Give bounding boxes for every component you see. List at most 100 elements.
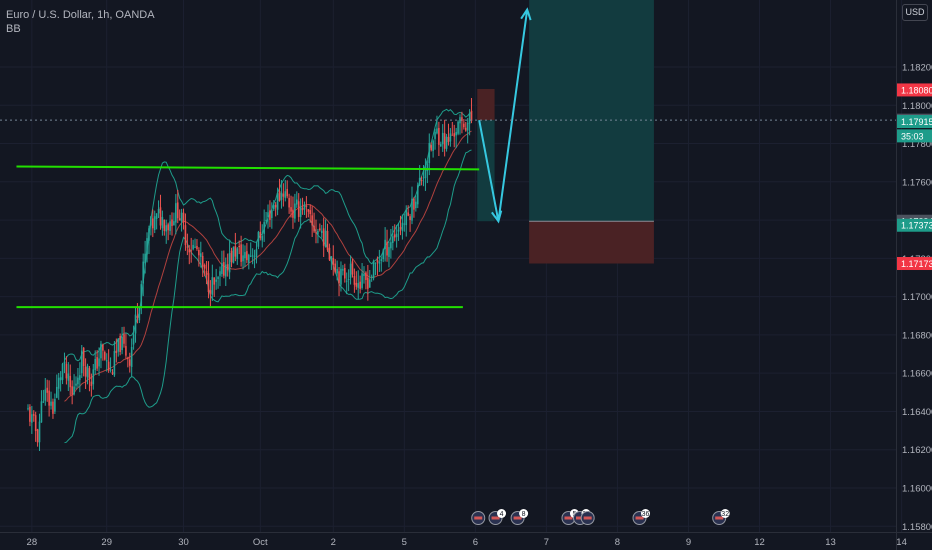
candle-body[interactable] [280, 192, 283, 200]
candle-body[interactable] [186, 246, 189, 248]
candle-body[interactable] [54, 399, 56, 412]
candle-body[interactable] [307, 209, 310, 212]
candle-body[interactable] [44, 389, 47, 401]
candle-body[interactable] [370, 276, 373, 278]
candle-body[interactable] [345, 280, 348, 282]
candle-body[interactable] [192, 244, 194, 250]
candle-body[interactable] [198, 249, 200, 256]
candle-body[interactable] [292, 209, 294, 218]
candle-body[interactable] [440, 144, 442, 147]
candle-body[interactable] [403, 223, 406, 225]
candle-body[interactable] [449, 133, 452, 142]
candle-body[interactable] [251, 255, 254, 257]
candle-body[interactable] [430, 145, 432, 151]
candle-body[interactable] [290, 207, 292, 212]
candle-body[interactable] [261, 235, 264, 241]
candle-body[interactable] [203, 264, 206, 269]
candle-body[interactable] [190, 250, 192, 252]
candle-body[interactable] [246, 251, 248, 261]
candle-body[interactable] [82, 347, 85, 367]
candle-body[interactable] [438, 127, 440, 145]
candle-body[interactable] [148, 228, 150, 241]
candle-body[interactable] [184, 225, 187, 246]
candle-body[interactable] [107, 361, 110, 371]
candle-body[interactable] [73, 386, 75, 395]
candle-body[interactable] [201, 255, 204, 267]
candle-body[interactable] [69, 375, 72, 388]
candle-body[interactable] [238, 245, 240, 248]
candle-body[interactable] [365, 272, 367, 280]
candle-body[interactable] [223, 262, 225, 276]
candle-body[interactable] [142, 261, 144, 284]
candle-body[interactable] [269, 210, 271, 220]
candle-body[interactable] [349, 263, 352, 278]
candle-body[interactable] [215, 279, 217, 282]
candle-body[interactable] [104, 352, 106, 360]
candle-body[interactable] [92, 369, 95, 385]
candle-body[interactable] [276, 193, 279, 210]
currency-button[interactable]: USD [902, 4, 928, 21]
indicator-label[interactable]: BB [6, 23, 21, 35]
candle-body[interactable] [405, 209, 408, 226]
candle-body[interactable] [303, 204, 306, 210]
symbol-title[interactable]: Euro / U.S. Dollar, 1h, OANDA [6, 9, 155, 21]
candle-body[interactable] [226, 264, 229, 271]
candle-body[interactable] [100, 343, 102, 359]
candle-body[interactable] [75, 383, 77, 386]
candle-body[interactable] [157, 208, 160, 214]
target-zone[interactable] [529, 0, 654, 222]
candle-body[interactable] [176, 202, 179, 219]
candle-body[interactable] [274, 204, 277, 208]
candle-body[interactable] [150, 216, 152, 226]
candle-body[interactable] [77, 377, 79, 385]
candle-body[interactable] [61, 363, 64, 380]
candle-body[interactable] [234, 246, 237, 257]
candle-body[interactable] [232, 247, 235, 264]
candle-body[interactable] [378, 261, 381, 264]
candle-body[interactable] [432, 140, 434, 151]
candle-body[interactable] [244, 252, 246, 259]
candle-body[interactable] [447, 136, 450, 143]
candle-body[interactable] [461, 117, 463, 121]
candle-body[interactable] [426, 163, 429, 172]
candle-body[interactable] [355, 282, 358, 287]
candle-body[interactable] [297, 201, 300, 217]
candle-body[interactable] [42, 401, 45, 403]
candle-body[interactable] [59, 377, 62, 381]
candle-body[interactable] [332, 257, 335, 266]
candle-body[interactable] [80, 350, 83, 374]
stop-zone[interactable] [529, 221, 654, 264]
candle-body[interactable] [441, 132, 444, 145]
candle-body[interactable] [153, 216, 156, 230]
candle-body[interactable] [111, 372, 114, 374]
candle-body[interactable] [317, 230, 319, 235]
candle-body[interactable] [363, 273, 365, 277]
candle-body[interactable] [282, 193, 285, 197]
candle-body[interactable] [155, 213, 158, 220]
candle-body[interactable] [138, 307, 141, 321]
candle-body[interactable] [130, 346, 133, 367]
candle-body[interactable] [46, 387, 48, 393]
candle-body[interactable] [152, 218, 154, 229]
candle-body[interactable] [96, 357, 98, 369]
candle-body[interactable] [38, 421, 41, 443]
candle-body[interactable] [196, 245, 198, 250]
candle-body[interactable] [178, 218, 181, 221]
candle-body[interactable] [236, 248, 239, 259]
candle-body[interactable] [372, 260, 375, 279]
candle-body[interactable] [468, 113, 471, 124]
candle-body[interactable] [463, 123, 465, 128]
candle-body[interactable] [380, 259, 383, 262]
candle-body[interactable] [167, 224, 169, 231]
candle-body[interactable] [224, 264, 227, 277]
candle-body[interactable] [311, 215, 313, 226]
candle-body[interactable] [338, 271, 340, 284]
candle-body[interactable] [253, 256, 256, 258]
candle-body[interactable] [84, 366, 87, 377]
candle-body[interactable] [161, 216, 164, 229]
candle-body[interactable] [50, 401, 52, 406]
candle-body[interactable] [119, 336, 121, 353]
candle-body[interactable] [173, 221, 175, 226]
candle-body[interactable] [98, 358, 100, 367]
